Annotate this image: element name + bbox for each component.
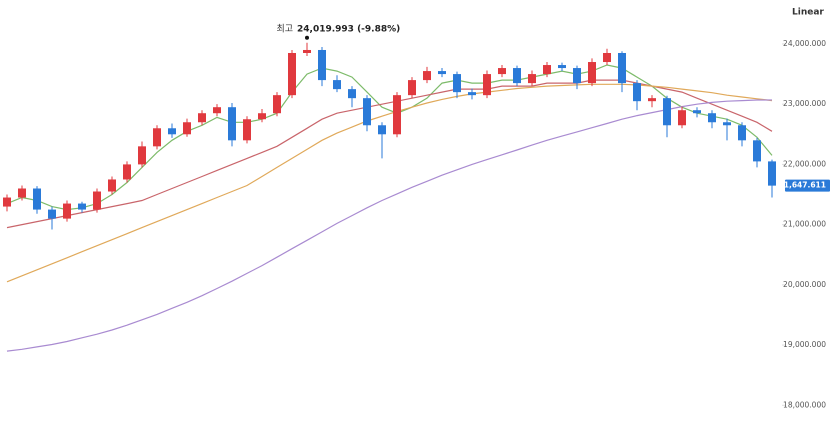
y-tick-label: 23,000.000 (783, 99, 826, 108)
candle-body (753, 140, 761, 162)
scale-label: Linear (792, 8, 824, 18)
y-tick-label: 20,000.000 (783, 280, 826, 289)
candle-body (63, 203, 71, 219)
moving-average-line (6, 99, 772, 352)
candle-body (273, 95, 281, 114)
y-tick-label: 22,000.000 (783, 159, 826, 168)
candle-body (93, 191, 101, 210)
candle-body (108, 179, 116, 192)
candle-body (3, 197, 11, 207)
moving-average-line (6, 83, 773, 283)
candle-body (153, 128, 161, 147)
candle-body (33, 188, 41, 210)
candle-body (603, 52, 611, 63)
candle-body (138, 146, 146, 165)
candle-body (768, 161, 776, 186)
last-price-label: 21,647.611 (779, 181, 826, 190)
candle-body (513, 68, 521, 84)
candle-body (648, 98, 656, 102)
candle-body (573, 68, 581, 84)
moving-average-line (6, 79, 773, 229)
candle-body (498, 68, 506, 75)
candle-body (708, 113, 716, 123)
candle-body (378, 125, 386, 135)
candle-body (78, 203, 86, 210)
candle-body (423, 71, 431, 81)
candle-body (198, 113, 206, 123)
candle-body (588, 62, 596, 84)
candle-body (633, 83, 641, 102)
candle-body (288, 52, 296, 96)
candle-body (333, 80, 341, 90)
candle-body (453, 74, 461, 93)
y-tick-label: 24,000.000 (783, 39, 826, 48)
candle-body (213, 107, 221, 114)
y-tick-label: 19,000.000 (783, 340, 826, 349)
candle-body (393, 95, 401, 135)
candle-body (18, 188, 26, 198)
y-tick-label: 21,000.000 (783, 220, 826, 229)
candle-body (228, 107, 236, 141)
candle-body (678, 110, 686, 126)
candle-body (528, 74, 536, 84)
candle-body (48, 209, 56, 219)
candle-body (183, 122, 191, 135)
candle-body (483, 74, 491, 96)
candle-body (363, 98, 371, 126)
annotation-text: 24,019.993 (-9.88%) (297, 24, 400, 34)
candle-body (738, 125, 746, 141)
candle-body (693, 110, 701, 114)
candle-body (723, 122, 731, 126)
moving-average-line (6, 64, 773, 211)
candle-body (468, 92, 476, 96)
candle-body (438, 71, 446, 75)
candle-body (408, 80, 416, 96)
candle-body (258, 113, 266, 120)
candle-body (663, 98, 671, 126)
candle-body (318, 49, 326, 81)
high-marker (305, 35, 309, 40)
candle-body (558, 65, 566, 69)
y-tick-label: 18,000.000 (783, 400, 826, 409)
candle-body (618, 52, 626, 84)
candle-body (543, 65, 551, 75)
annotation-label: 최고 (276, 23, 293, 34)
candle-body (303, 49, 311, 53)
candle-body (243, 119, 251, 141)
candle-body (168, 128, 176, 135)
candle-body (348, 89, 356, 99)
last-price-box (785, 179, 830, 192)
candle-body (123, 164, 131, 180)
